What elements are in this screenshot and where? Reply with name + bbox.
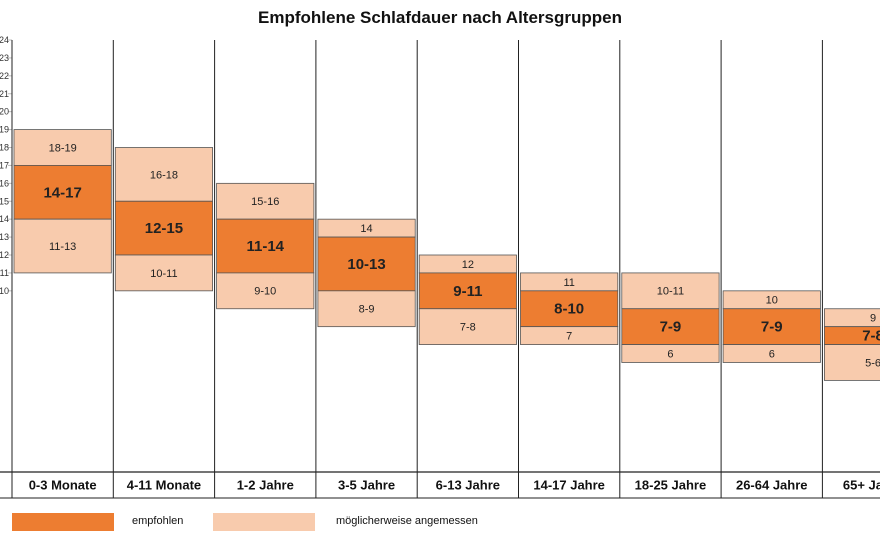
sleep-duration-chart: 24 23 22 21 20 19 18 17 16 15 14 13 12 11 10 18-19 14-17…: [0, 35, 880, 499]
category-label: 4-11 Monate: [127, 477, 201, 492]
bar-possible-low: [520, 326, 619, 345]
label-recommended: 7-9: [761, 319, 783, 336]
label-possible-low: 6: [667, 348, 673, 360]
category-label: 1-2 Jahre: [237, 477, 294, 492]
y-tick-label: 13: [0, 232, 9, 242]
legend-label-possible: möglicherweise angemessen: [336, 515, 478, 527]
bar-possible-high: [114, 147, 214, 202]
label-recommended: 7-9: [660, 319, 682, 336]
bar-recommended: [621, 308, 720, 345]
label-possible-high: 12: [462, 259, 474, 271]
bar-possible-low: [824, 344, 880, 381]
bar-recommended: [13, 165, 112, 220]
bar-possible-low: [722, 344, 821, 363]
label-possible-high: 9: [870, 313, 876, 325]
bar-possible-high: [621, 272, 720, 310]
label-recommended: 10-13: [347, 256, 385, 273]
bar-recommended: [520, 290, 619, 328]
bar-possible-low: [13, 218, 112, 274]
bar-possible-low: [114, 254, 214, 292]
label-possible-low: 7: [566, 331, 572, 343]
category-label: 14-17 Jahre: [533, 477, 605, 492]
category-label: 65+ Jahre: [843, 477, 880, 492]
bar-recommended: [114, 200, 214, 256]
y-tick-label: 17: [0, 160, 9, 170]
label-recommended: 12-15: [145, 220, 183, 237]
label-possible-low: 11-13: [49, 241, 76, 253]
category-label: 6-13 Jahre: [436, 477, 500, 492]
y-tick-label: 10: [0, 286, 9, 296]
bar-possible-high: [216, 182, 315, 220]
label-possible-high: 10-11: [657, 286, 684, 298]
label-possible-high: 14: [360, 223, 372, 235]
label-possible-low: 6: [769, 348, 775, 360]
label-possible-high: 10: [766, 295, 778, 307]
y-tick-label: 14: [0, 214, 9, 224]
y-tick-label: 16: [0, 178, 9, 188]
bar-recommended: [418, 272, 517, 310]
label-possible-high: 18-19: [49, 142, 77, 154]
category-label: 18-25 Jahre: [635, 477, 707, 492]
y-tick-label: 22: [0, 71, 9, 81]
bar-recommended: [317, 236, 416, 292]
legend-swatch-recommended: [12, 513, 114, 531]
bar-recommended: [216, 218, 315, 274]
category-label: 26-64 Jahre: [736, 477, 808, 492]
category-label: 0-3 Monate: [29, 477, 97, 492]
legend-swatch-possible: [213, 513, 315, 531]
label-possible-low: 5-6: [865, 357, 880, 369]
bar-possible-low: [621, 344, 720, 363]
label-possible-high: 16-18: [150, 169, 178, 181]
y-tick-label: 20: [0, 107, 9, 117]
y-tick-label: 15: [0, 196, 9, 206]
bar-possible-low: [418, 308, 517, 345]
label-recommended: 7-8: [862, 328, 880, 345]
label-possible-low: 9-10: [254, 286, 276, 298]
y-tick-label: 23: [0, 53, 9, 63]
y-tick-label: 21: [0, 89, 9, 99]
y-tick-label: 19: [0, 125, 9, 135]
category-label: 3-5 Jahre: [338, 477, 395, 492]
legend: empfohlen möglicherweise angemessen: [0, 513, 880, 531]
y-tick-label: 12: [0, 250, 9, 260]
y-tick-label: 24: [0, 35, 9, 45]
bar-recommended: [722, 308, 821, 345]
bar-possible-low: [216, 272, 315, 310]
label-possible-high: 15-16: [251, 196, 279, 208]
y-tick-label: 11: [0, 268, 9, 278]
label-possible-low: 8-9: [359, 304, 375, 316]
bar-possible-high: [13, 129, 112, 166]
chart-title: Empfohlene Schlafdauer nach Altersgruppe…: [258, 8, 622, 27]
label-possible-low: 7-8: [460, 322, 476, 334]
label-recommended: 11-14: [246, 238, 284, 255]
label-recommended: 8-10: [554, 301, 584, 318]
label-possible-high: 11: [563, 277, 574, 289]
label-possible-low: 10-11: [150, 268, 177, 280]
label-recommended: 14-17: [43, 184, 81, 201]
label-recommended: 9-11: [453, 283, 482, 300]
y-tick-label: 18: [0, 143, 9, 153]
bar-possible-low: [317, 290, 416, 328]
legend-label-recommended: empfohlen: [132, 515, 184, 527]
